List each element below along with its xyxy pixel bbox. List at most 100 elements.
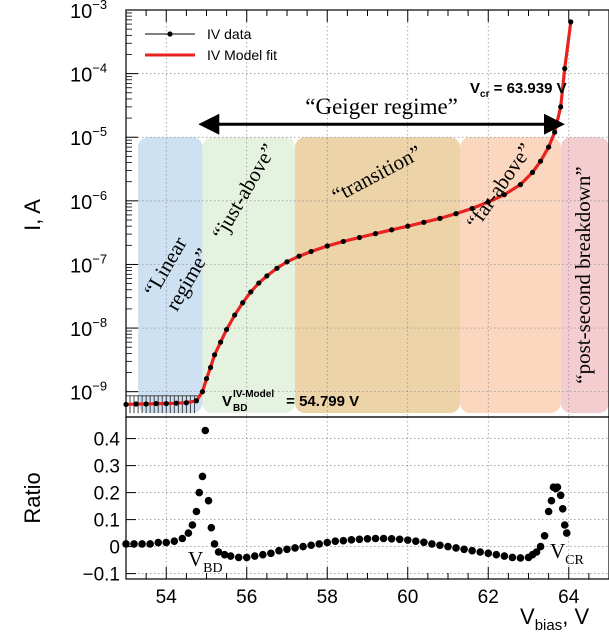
ratio-data-point-50 [476,548,485,556]
ratio-data-point-19 [226,552,235,560]
iv-y-tick-exp: −6 [92,188,107,203]
iv-y-tick-base: 10 [70,128,92,150]
iv-y-tick-base: 10 [70,65,92,87]
ratio-data-point-5 [162,538,171,547]
ratio-vcr-label-sub: CR [565,553,584,568]
iv-data-point-3 [153,400,159,407]
regime-region-3 [460,137,561,413]
ratio-data-point-43 [420,538,428,547]
ratio-data-point-26 [283,545,291,554]
iv-y-tick-base: 10 [70,255,92,277]
ratio-data-point-33 [339,536,348,545]
ratio-y-tick-label-4: 0.3 [94,457,120,478]
ratio-data-point-34 [347,536,356,544]
ratio-data-point-22 [251,552,259,560]
regime-label-0: “Linearregime” [138,231,215,315]
ratio-vcr-label-v: V [550,539,565,563]
ratio-data-point-37 [371,534,380,543]
iv-data-point-20 [284,259,290,265]
iv-y-tick-label-1: 10−8 [70,315,107,341]
ratio-data-point-25 [275,546,283,555]
iv-y-axis-label: I, A [20,199,45,231]
ratio-data-point-18 [220,550,229,559]
x-tick-label-56: 56 [236,587,257,608]
legend: IV data IV Model fit [145,26,277,63]
regime-regions [138,137,609,413]
legend-iv-model-fit: IV Model fit [207,47,277,63]
iv-data-point-31 [453,211,459,217]
ratio-data-point-59 [536,542,545,551]
iv-y-tick-base: 10 [70,319,92,341]
iv-data-point-24 [340,238,346,245]
regime-region-4 [560,137,609,413]
ratio-data-point-67 [558,505,567,513]
ratio-data-point-13 [201,426,210,435]
ratio-y-tick-label-0: −0.1 [82,565,120,586]
iv-data-point-9 [203,376,210,382]
ratio-data-point-4 [154,538,162,547]
ratio-data-point-68 [560,521,569,529]
ratio-data-point-27 [291,544,299,552]
iv-data-point-10 [207,364,214,371]
x-tick-label-64: 64 [558,587,580,608]
iv-y-ticks: 10−910−810−710−610−510−410−3 [70,0,138,405]
iv-y-tick-exp: −8 [92,315,107,330]
ratio-vbd-label-v: V [188,547,203,571]
iv-y-tick-exp: −5 [92,124,107,139]
iv-y-tick-base: 10 [70,1,92,23]
iv-data-point-8 [199,389,206,395]
iv-y-tick-exp: −9 [92,379,107,394]
vcr-annotation-value: = 63.939 V [489,80,566,97]
x-tick-label-54: 54 [156,587,178,608]
iv-data-point-30 [437,215,443,221]
ratio-data-point-39 [387,534,396,543]
geiger-annotation: “Geiger regime” [198,94,565,135]
ratio-y-tick-label-3: 0.2 [94,484,120,505]
iv-data-point-18 [264,273,270,279]
ratio-data-point-28 [299,542,307,551]
ratio-data-point-29 [307,541,315,550]
ratio-data-point-17 [214,548,223,556]
vbd-annotation-sub: BD [233,403,247,414]
ratio-y-ticks: −0.1 0 0.1 0.2 0.3 0.4 [82,430,136,586]
iv-data-point-29 [421,219,427,225]
iv-data-point-25 [356,234,363,241]
ratio-y-axis-label: Ratio [20,472,45,523]
iv-data-point-26 [372,231,379,237]
iv-y-tick-label-6: 10−3 [70,0,107,23]
x-tick-label-60: 60 [397,587,418,608]
ratio-data-point-8 [184,529,193,537]
iv-y-tick-label-2: 10−7 [70,251,107,277]
ratio-x-ticks: 54 56 58 60 62 64 [125,10,609,608]
iv-data-point-6 [183,400,189,406]
iv-data-point-4 [163,400,169,407]
iv-data-point-35 [517,182,524,188]
iv-data-point-5 [173,400,179,406]
ratio-y-tick-label-2: 0.1 [94,511,120,532]
ratio-data-point-41 [403,536,412,544]
x-axis-label-sub: bias [535,617,563,634]
ratio-data-point-2 [138,540,146,548]
ratio-data-point-9 [188,521,197,529]
ratio-data-point-32 [331,537,340,545]
ratio-data-point-54 [508,553,517,562]
ratio-data-point-61 [544,507,553,516]
ratio-data-point-35 [355,535,364,544]
ratio-data-point-20 [234,553,243,562]
x-axis-label: Vbias, V [520,604,589,634]
iv-data-point-7 [193,398,200,404]
ratio-data-point-40 [395,535,404,544]
legend-data-marker [167,31,173,37]
iv-data-point-42 [568,19,574,25]
iv-data-point-32 [469,205,475,212]
vcr-annotation-v: V [470,80,480,97]
ratio-vcr-label: VCR [550,539,585,568]
ratio-data-point-12 [198,472,207,481]
iv-data-point-11 [211,352,218,358]
iv-data-point-14 [232,312,238,318]
iv-data-point-2 [143,401,149,407]
iv-data-point-12 [217,339,224,345]
ratio-data-point-55 [516,554,525,562]
iv-data-point-17 [256,280,262,286]
regime-label-4: “post-second breakdown” [571,166,595,384]
